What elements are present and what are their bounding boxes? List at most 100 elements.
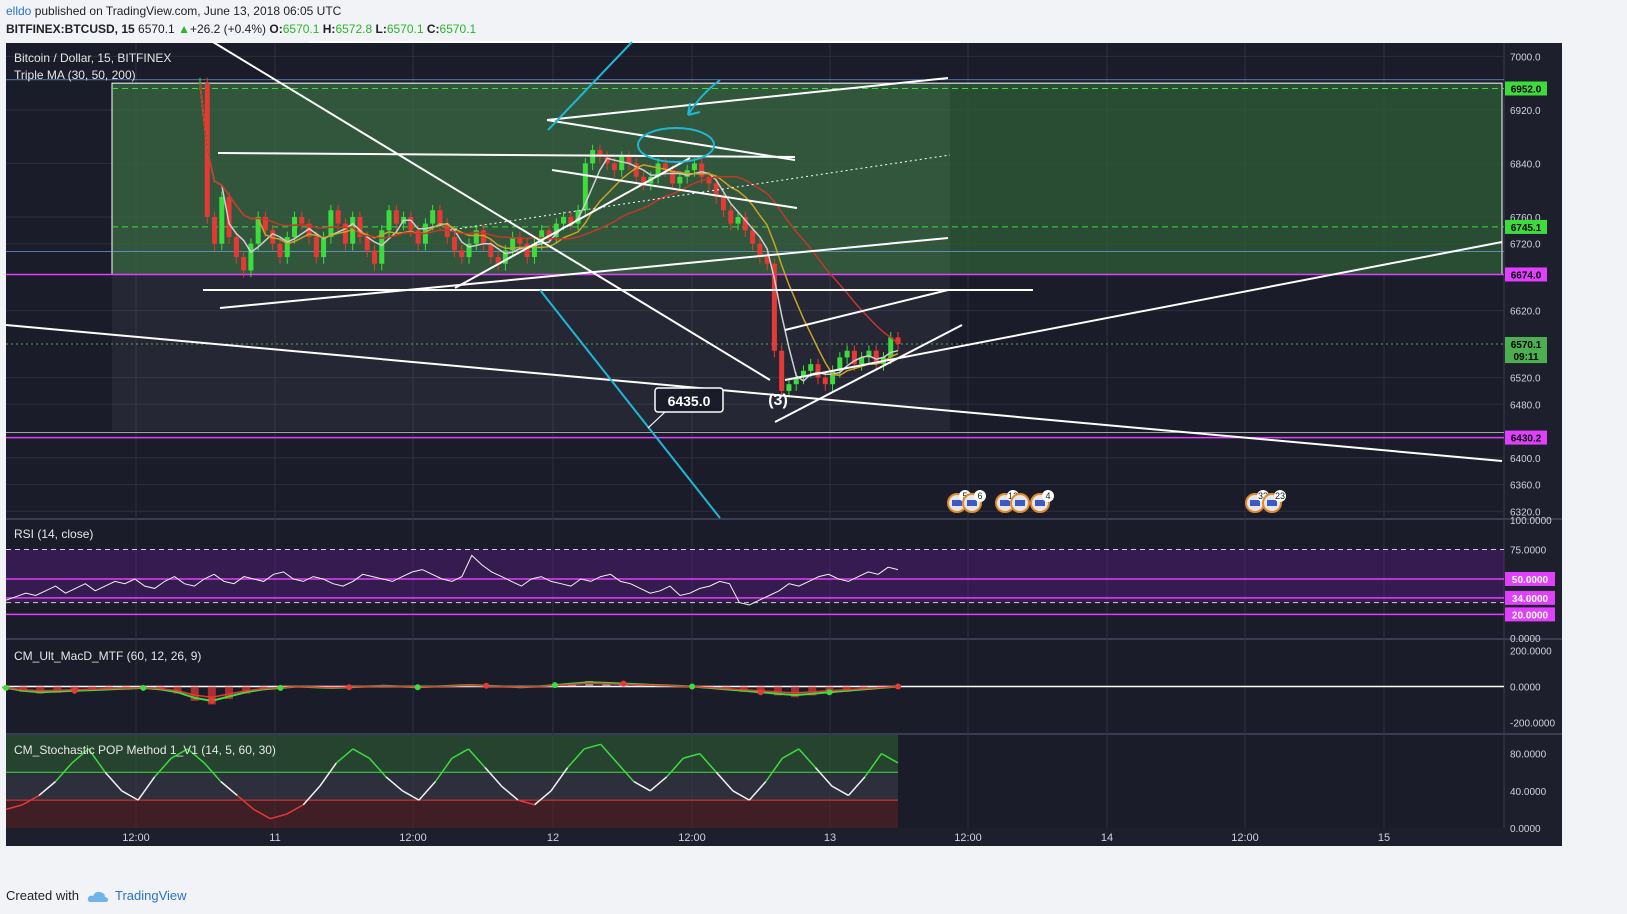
tradingview-brand-link[interactable]: TradingView: [114, 888, 187, 903]
price-candle: [524, 243, 530, 258]
macd-cross-dot: [277, 684, 284, 691]
rsi-line: [5, 554, 899, 606]
stoch-neutral-zone: [6, 772, 898, 801]
trendline: [219, 237, 949, 309]
event-count-label: 33: [1258, 491, 1268, 501]
stoch-line-segment: [402, 790, 420, 801]
time-tick-label: 12:00: [399, 832, 427, 844]
price-candle: [459, 250, 465, 258]
price-candle: [706, 176, 712, 184]
price-candle: [313, 237, 319, 258]
price-candle: [779, 350, 785, 391]
price-candle: [342, 223, 348, 244]
price-tag-label: 6570.1: [1511, 340, 1542, 351]
event-count-label: 6: [977, 491, 982, 501]
price-candle: [379, 230, 385, 264]
price-tick-label: 6620.0: [1510, 307, 1541, 318]
stoch-line-segment: [22, 794, 40, 806]
callout-pointer: [647, 411, 666, 429]
stoch-line-segment: [765, 757, 783, 782]
stoch-line-segment: [121, 790, 139, 801]
event-flag-stripe: [1015, 500, 1025, 506]
price-tag-background: [1505, 219, 1547, 234]
stoch-line-segment: [104, 771, 123, 792]
stoch-line-segment: [583, 743, 601, 750]
price-candle: [844, 350, 850, 358]
price-candle: [546, 230, 552, 238]
price-candle: [626, 156, 632, 164]
macd-histogram-bar: [791, 686, 800, 698]
price-candle: [793, 377, 799, 385]
macd-cross-dot: [346, 684, 353, 691]
event-count-bubble: [1274, 490, 1286, 502]
price-candle: [212, 216, 218, 244]
stoch-line-segment: [699, 753, 717, 773]
event-count-bubble: [1042, 490, 1054, 502]
price-tag-background: [1505, 336, 1547, 351]
price-candle: [502, 250, 508, 264]
macd-cross-dot: [71, 687, 78, 694]
ma30-line: [199, 83, 899, 382]
macd-histogram-bar: [808, 686, 817, 696]
stoch-line-segment: [418, 781, 437, 801]
macd-histogram-bar: [773, 686, 782, 696]
price-candle: [750, 230, 756, 244]
stoch-line-segment: [434, 757, 453, 782]
price-candle: [713, 183, 719, 197]
price-tag-label: 6674.0: [1511, 270, 1542, 281]
stoch-line-segment: [137, 776, 156, 801]
event-flag-stripe: [1250, 500, 1260, 506]
price-tick-label: 6320.0: [1510, 507, 1541, 518]
stoch-line-segment: [286, 804, 304, 815]
publish-text: published on TradingView.com, June 13, 2…: [34, 4, 342, 18]
price-candle: [219, 196, 225, 244]
price-candle: [888, 337, 894, 358]
price-callout-box: [654, 387, 724, 413]
price-candle: [851, 350, 857, 365]
stoch-overbought-zone: [6, 735, 898, 773]
price-candle: [451, 237, 457, 251]
price-candle: [830, 370, 836, 385]
macd-signal-line: [5, 682, 899, 698]
price-tag-background: [1505, 430, 1547, 445]
price-candle: [604, 156, 610, 164]
stoch-line-segment: [38, 780, 57, 797]
price-candle: [757, 243, 763, 258]
price-candle: [292, 216, 298, 238]
price-candle: [284, 237, 290, 258]
macd-tick-label: -200.0000: [1510, 718, 1555, 729]
author-link[interactable]: elldo: [6, 4, 32, 18]
macd-cross-dot: [895, 683, 901, 690]
price-candle: [633, 163, 639, 177]
rsi-tick-label: 34.0000: [1512, 594, 1549, 605]
price-tag-label: 6952.0: [1511, 84, 1542, 95]
price-candle: [655, 163, 661, 177]
price-candle: [335, 210, 341, 224]
price-candle: [662, 163, 668, 171]
time-tick-label: 12: [547, 832, 559, 844]
stoch-line-segment: [335, 748, 354, 764]
stoch-line-segment: [484, 767, 503, 787]
open-label: O:: [269, 22, 283, 36]
macd-cross-dot: [483, 682, 490, 689]
macd-cross-dot: [757, 689, 764, 696]
price-candle: [372, 250, 377, 264]
price-candle: [364, 237, 370, 251]
close-value: 6570.1: [439, 22, 477, 36]
publish-line: elldo published on TradingView.com, June…: [6, 4, 341, 18]
price-candle: [241, 257, 247, 271]
price-candle: [408, 216, 414, 231]
stoch-line-segment: [666, 757, 684, 778]
ma200-line: [199, 83, 899, 344]
price-candle: [590, 150, 596, 164]
price-callout-label: 6435.0: [668, 393, 711, 409]
rsi-band: [6, 549, 1504, 603]
stoch-line-segment: [616, 762, 635, 782]
chart-title: Bitcoin / Dollar, 15, BITFINEX: [14, 51, 171, 65]
price-candle: [582, 163, 588, 211]
stoch-line-segment: [187, 748, 205, 764]
event-count-label: 23: [1275, 491, 1285, 501]
stoch-line-segment: [203, 762, 222, 782]
price-candle: [619, 156, 625, 171]
